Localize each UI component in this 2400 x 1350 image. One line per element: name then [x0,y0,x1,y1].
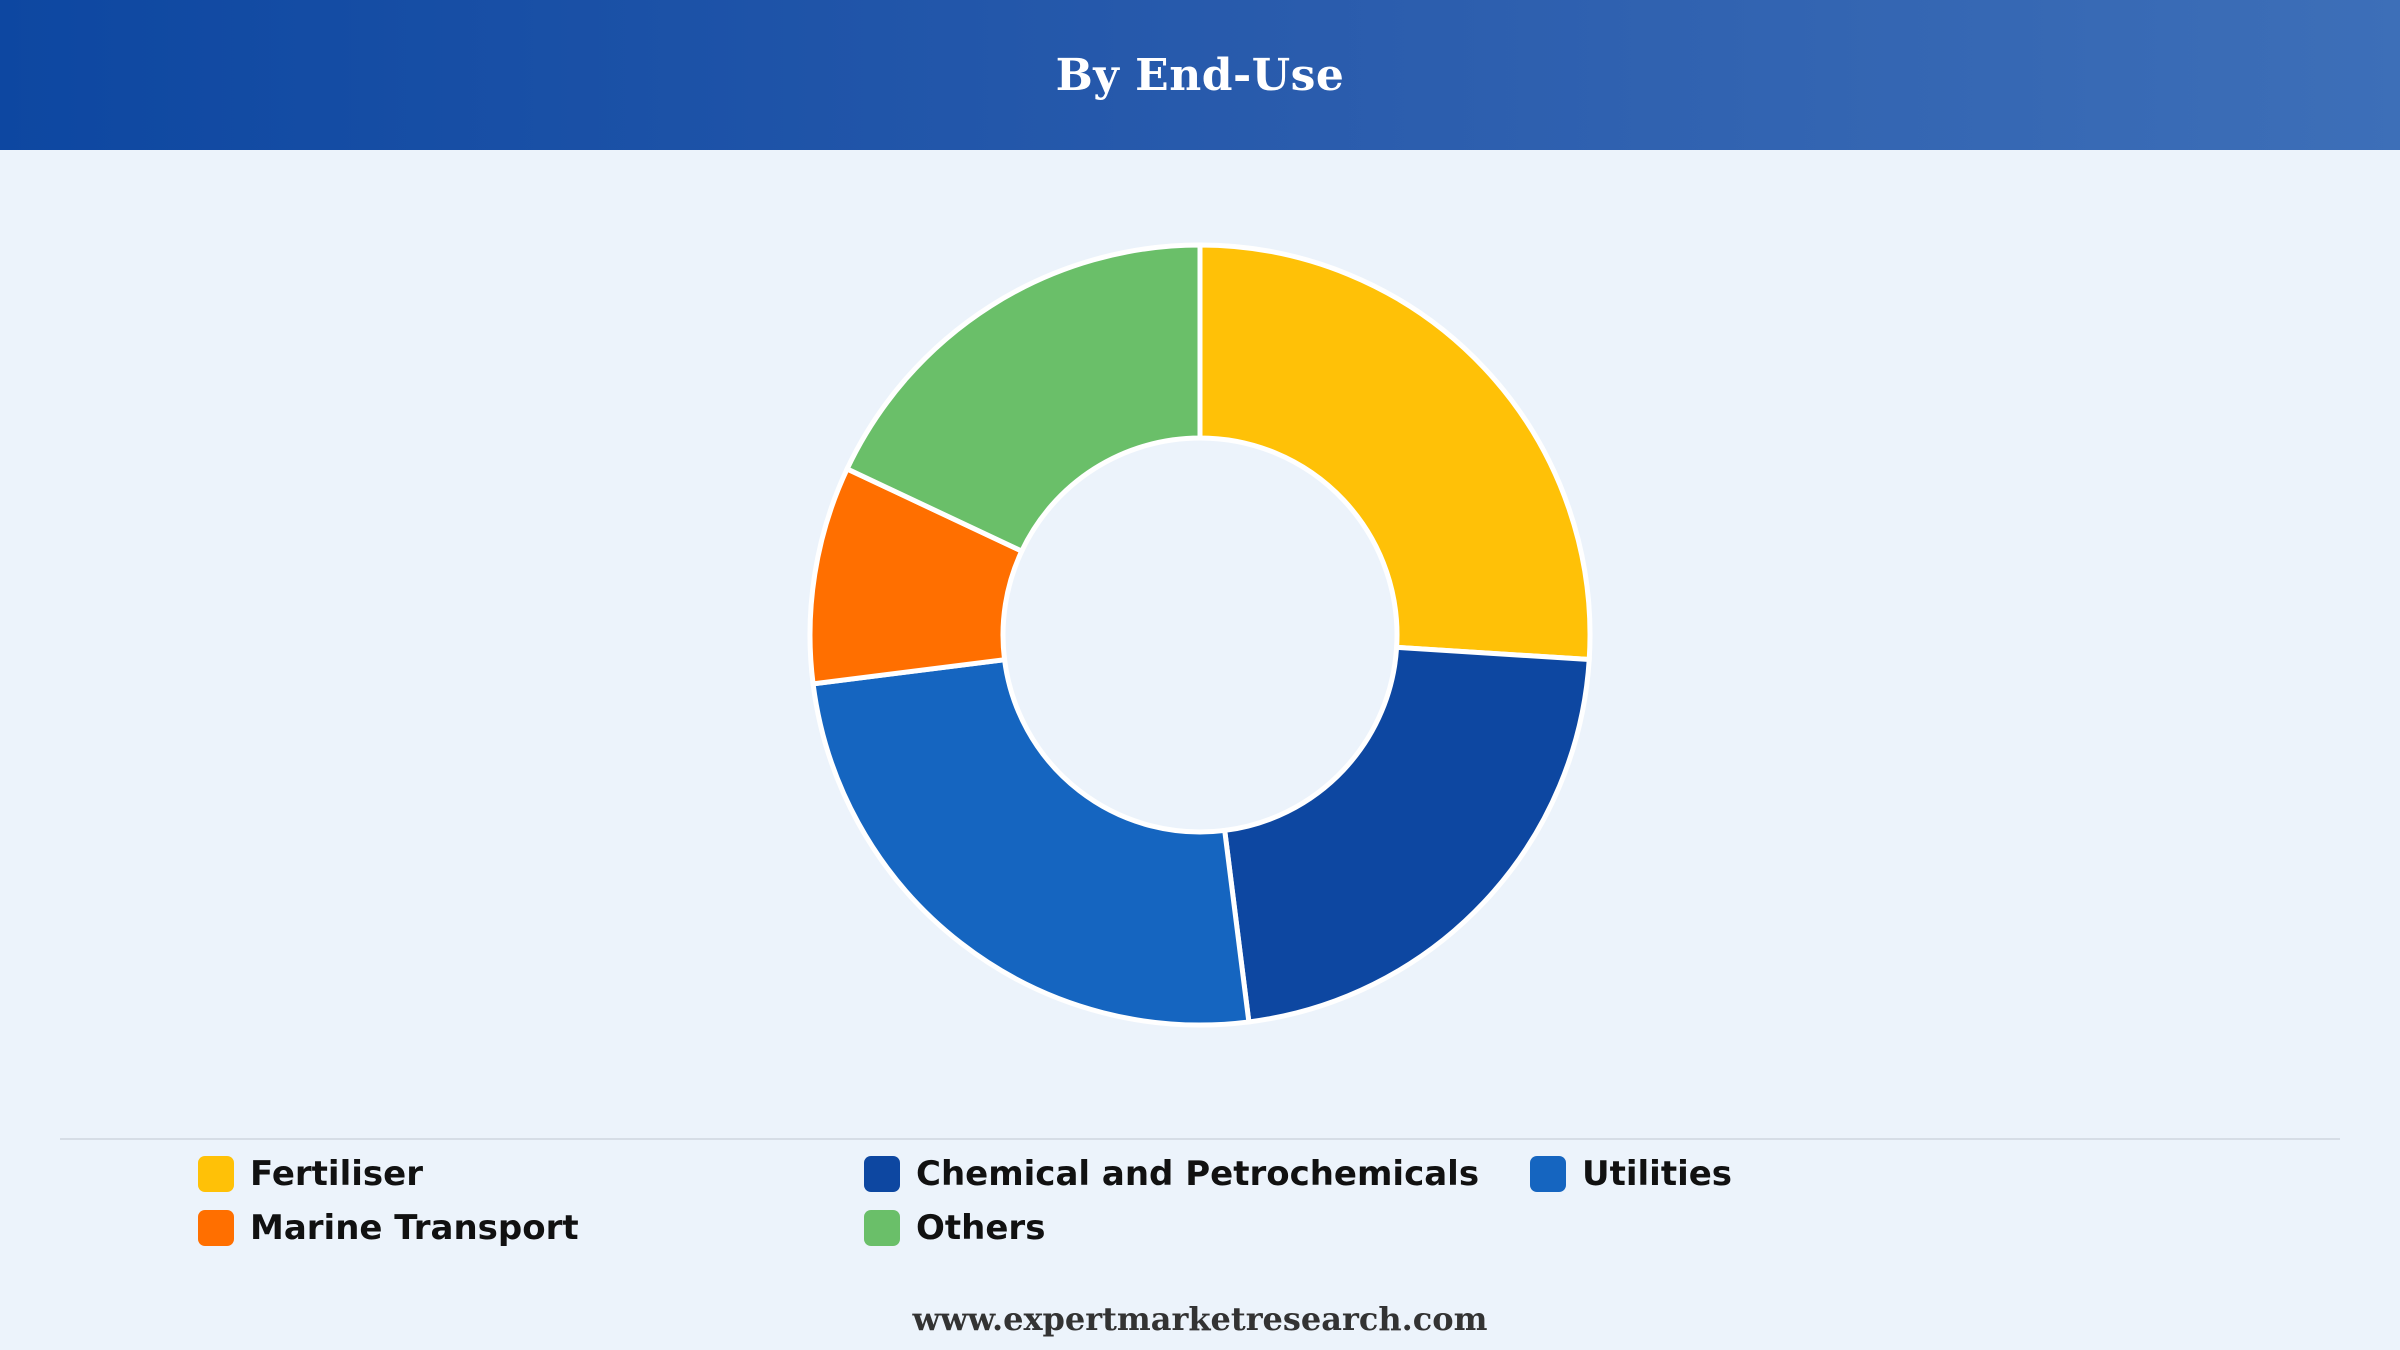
legend-swatch [864,1156,900,1192]
legend-label: Chemical and Petrochemicals [916,1154,1480,1194]
chart-title: By End-Use [1055,49,1345,101]
legend-item-utilities[interactable]: Utilities [1530,1152,2196,1196]
chart-header: By End-Use [0,0,2400,150]
legend-item-fertiliser[interactable]: Fertiliser [198,1152,864,1196]
legend-item-chemical-and-petrochemicals[interactable]: Chemical and Petrochemicals [864,1152,1530,1196]
donut-chart [807,242,1593,1028]
legend-swatch [864,1210,900,1246]
slice-others[interactable] [843,242,1203,555]
legend-item-others[interactable]: Others [864,1206,1530,1250]
legend-swatch [198,1210,234,1246]
slice-utilities[interactable] [810,656,1252,1028]
slice-chemical-and-petrochemicals[interactable] [1221,644,1592,1025]
legend-label: Marine Transport [250,1208,579,1248]
slice-fertiliser[interactable] [1197,242,1593,663]
legend-item-marine-transport[interactable]: Marine Transport [198,1206,864,1250]
legend-swatch [1530,1156,1566,1192]
legend-swatch [198,1156,234,1192]
legend-label: Utilities [1582,1154,1733,1194]
legend-label: Others [916,1208,1046,1248]
source-footer: www.expertmarketresearch.com [912,1300,1488,1338]
legend-label: Fertiliser [250,1154,423,1194]
chart-legend: Fertiliser Chemical and Petrochemicals Uti… [198,1152,2198,1250]
legend-divider [60,1138,2340,1140]
